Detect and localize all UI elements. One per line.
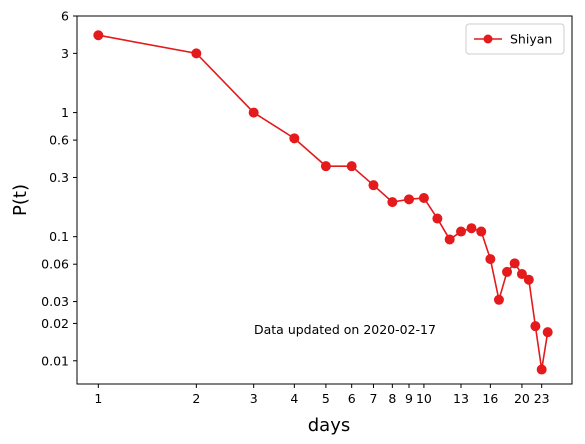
x-tick-label: 4 [290, 391, 298, 406]
data-point [516, 269, 527, 280]
data-point [432, 213, 443, 224]
data-point [404, 194, 415, 205]
data-point [368, 180, 379, 191]
y-tick-label: 0.03 [41, 294, 69, 309]
data-point [536, 364, 547, 375]
x-axis-label: days [308, 415, 351, 436]
y-tick-label: 1 [61, 105, 69, 120]
x-tick-label: 16 [482, 391, 498, 406]
data-point [509, 258, 520, 269]
data-point [466, 223, 477, 234]
x-tick-label: 9 [405, 391, 413, 406]
x-tick-label: 13 [453, 391, 469, 406]
data-point [444, 234, 455, 245]
data-point [320, 161, 331, 172]
x-tick-label: 20 [514, 391, 530, 406]
y-tick-label: 3 [61, 46, 69, 61]
y-tick-label: 0.01 [41, 353, 69, 368]
data-point [191, 48, 202, 59]
x-tick-label: 2 [192, 391, 200, 406]
x-tick-label: 7 [369, 391, 377, 406]
x-tick-label: 8 [388, 391, 396, 406]
legend-label: Shiyan [510, 32, 552, 47]
y-tick-label: 0.06 [41, 257, 69, 272]
x-tick-label: 6 [348, 391, 356, 406]
y-tick-label: 0.3 [49, 170, 69, 185]
data-point [248, 107, 259, 118]
data-point [493, 294, 504, 305]
data-point [476, 226, 487, 237]
y-tick-label: 0.6 [49, 133, 69, 148]
data-point [93, 30, 104, 41]
y-tick-label: 6 [61, 9, 69, 24]
x-tick-label: 23 [534, 391, 550, 406]
annotation-text: Data updated on 2020-02-17 [254, 322, 436, 337]
x-tick-label: 1 [94, 391, 102, 406]
data-point [485, 254, 496, 265]
series-line [98, 34, 549, 370]
data-point [387, 197, 398, 208]
data-point [530, 321, 541, 332]
data-point [542, 327, 553, 338]
legend-marker [483, 34, 493, 44]
data-point [418, 192, 429, 203]
data-point [346, 161, 357, 172]
data-point [456, 226, 467, 237]
data-point [502, 266, 513, 277]
data-point [523, 274, 534, 285]
y-axis-label: P(t) [10, 184, 31, 216]
data-point [289, 133, 300, 144]
x-tick-label: 10 [416, 391, 432, 406]
y-tick-label: 0.02 [41, 316, 69, 331]
y-tick-label: 0.1 [49, 229, 69, 244]
x-tick-label: 5 [322, 391, 330, 406]
legend-box [465, 23, 565, 55]
x-tick-label: 3 [250, 391, 258, 406]
plot-area: 1 2 3 4 5 6 7 8 9 10 13 16 20 230.010.020.030.060.10.… [41, 9, 573, 406]
plot-frame [76, 15, 573, 385]
